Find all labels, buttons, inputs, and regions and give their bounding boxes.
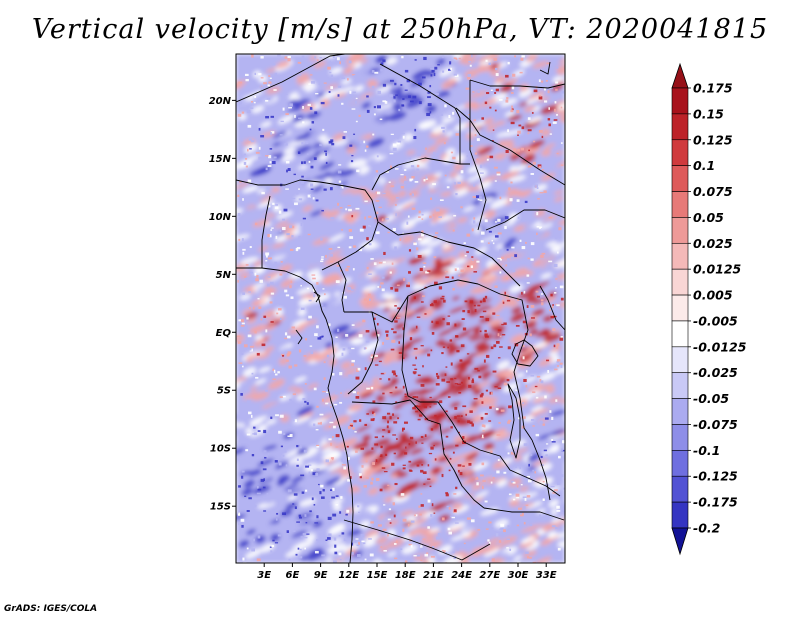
lon-tick-label: 33E: [536, 570, 557, 581]
colorbar-label: 0.075: [693, 184, 733, 199]
lat-tick-label: 10N: [209, 212, 232, 223]
lat-tick-label: EQ: [216, 328, 232, 339]
lon-tick-label: 3E: [257, 570, 271, 581]
colorbar-bin: [671, 501, 689, 529]
colorbar-bin: [671, 242, 689, 270]
colorbar-bin: [671, 294, 689, 322]
lon-tick-label: 15E: [367, 570, 388, 581]
latitude-axis: 20N 15N 10N 5N EQ 5S 10S 15S: [209, 96, 236, 513]
colorbar-label: 0.1: [693, 158, 715, 173]
colorbar-label: 0.125: [693, 132, 733, 147]
colorbar-bin: [671, 139, 689, 166]
colorbar-label: -0.025: [693, 365, 738, 380]
colorbar-bin: [671, 450, 689, 477]
colorbar-bin: [671, 268, 689, 296]
lat-tick-label: 5N: [216, 270, 232, 281]
lon-tick-label: 24E: [451, 570, 472, 581]
footer-credit: GrADS: IGES/COLA: [4, 604, 98, 614]
map-panel: 20N 15N 10N 5N EQ 5S 10S 15S 3E 6E 9E 12E 15E 18E 21E…: [209, 53, 566, 581]
colorbar-label: 0.175: [693, 81, 733, 96]
lat-tick-label: 5S: [217, 386, 231, 397]
colorbar-top-arrow: [671, 62, 689, 89]
colorbar-bin: [671, 191, 689, 218]
colorbar-bin: [671, 87, 689, 115]
colorbar-label: -0.005: [693, 313, 738, 328]
colorbar-bin: [671, 398, 689, 425]
lon-tick-label: 27E: [479, 570, 500, 581]
colorbar-label: 0.15: [693, 106, 724, 121]
colorbar-label: -0.175: [693, 495, 738, 510]
colorbar-label: 0.0125: [693, 262, 742, 277]
longitude-axis: 3E 6E 9E 12E 15E 18E 21E 24E 27E 30E 33E: [257, 563, 557, 581]
colorbar-label: -0.1: [693, 443, 720, 458]
lat-tick-label: 10S: [210, 444, 231, 455]
country-boundaries: [236, 54, 565, 563]
chart-title: Vertical velocity [m/s] at 250hPa, VT: 2…: [31, 14, 769, 45]
colorbar-label: 0.05: [693, 210, 724, 225]
colorbar-bin: [671, 320, 689, 348]
colorbar-label: -0.075: [693, 417, 738, 432]
colorbar-label: 0.005: [693, 288, 733, 303]
velocity-field-speckle: [237, 54, 565, 563]
colorbar-label: -0.0125: [693, 339, 747, 354]
colorbar-bin: [671, 165, 689, 192]
colorbar-label: -0.05: [693, 391, 729, 406]
colorbar-bin: [671, 217, 689, 244]
lon-tick-label: 21E: [423, 570, 444, 581]
colorbar-bin: [671, 475, 689, 503]
colorbar-bin: [671, 424, 689, 451]
lon-tick-label: 30E: [508, 570, 529, 581]
colorbar-bin: [671, 346, 689, 374]
colorbar-bin: [671, 372, 689, 399]
lat-tick-label: 20N: [209, 96, 232, 107]
colorbar-bottom-arrow: [671, 527, 689, 556]
colorbar-bin: [671, 113, 689, 141]
lat-tick-label: 15S: [210, 502, 231, 513]
lon-tick-label: 18E: [395, 570, 416, 581]
lon-tick-label: 12E: [338, 570, 359, 581]
lon-tick-label: 6E: [286, 570, 300, 581]
lon-tick-label: 9E: [314, 570, 328, 581]
lat-tick-label: 15N: [209, 154, 232, 165]
colorbar-label: -0.2: [693, 521, 720, 536]
colorbar-label: 0.025: [693, 236, 733, 251]
colorbar: 0.175 0.15 0.125 0.1 0.075 0.05 0.025 0.0125 0.0…: [671, 62, 747, 556]
colorbar-label: -0.125: [693, 469, 738, 484]
